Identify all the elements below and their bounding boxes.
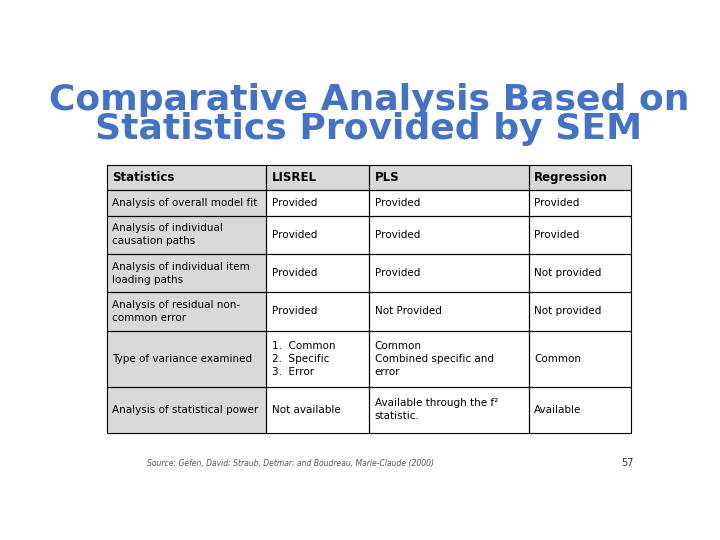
Bar [107,254,266,292]
Bar [528,254,631,292]
Bar [266,292,369,330]
Text: Common
Combined specific and
error: Common Combined specific and error [374,341,494,376]
Bar [266,165,369,190]
Text: Analysis of residual non-
common error: Analysis of residual non- common error [112,300,240,323]
Text: Provided: Provided [272,230,318,240]
Bar [528,215,631,254]
Text: Statistics: Statistics [112,171,175,184]
Bar [266,165,369,190]
Bar [107,387,266,433]
Bar [107,292,266,330]
Text: Regression: Regression [534,171,608,184]
Text: Analysis of statistical power: Analysis of statistical power [112,405,258,415]
Bar [107,165,266,190]
Text: Type of variance examined: Type of variance examined [112,354,253,364]
Text: Provided: Provided [534,198,580,208]
Text: Provided: Provided [374,268,420,278]
Text: Provided: Provided [374,230,420,240]
Bar [107,292,266,330]
Bar [369,254,528,292]
Text: Available through the f²
statistic.: Available through the f² statistic. [374,399,498,421]
Bar [266,330,369,387]
Bar [107,330,266,387]
Bar [107,254,266,292]
Text: 57: 57 [621,458,634,468]
Text: Provided: Provided [272,198,318,208]
Bar [107,215,266,254]
Bar [528,387,631,433]
Bar [107,190,266,215]
Text: Analysis of individual item
loading paths: Analysis of individual item loading path… [112,262,250,285]
Bar [266,387,369,433]
Bar [369,165,528,190]
Bar [369,387,528,433]
Bar [369,292,528,330]
Text: Comparative Analysis Based on: Comparative Analysis Based on [49,83,689,117]
Bar [266,190,369,215]
Bar [266,254,369,292]
Bar [369,165,528,190]
Bar [528,292,631,330]
Bar [107,330,266,387]
Bar [266,215,369,254]
Bar [528,330,631,387]
Text: Not Provided: Not Provided [374,307,441,316]
Bar [369,215,528,254]
Text: Provided: Provided [374,198,420,208]
Text: Statistics Provided by SEM: Statistics Provided by SEM [96,112,642,146]
Bar [107,215,266,254]
Bar [528,165,631,190]
Text: Provided: Provided [534,230,580,240]
Text: Analysis of overall model fit: Analysis of overall model fit [112,198,258,208]
Bar [107,165,266,190]
Text: Not provided: Not provided [534,268,602,278]
Bar [528,165,631,190]
Text: Common: Common [534,354,581,364]
Text: PLS: PLS [374,171,399,184]
Bar [107,190,266,215]
Text: Available: Available [534,405,582,415]
Text: Source: Gefen, David; Straub, Detmar; and Boudreau, Marie-Claude (2000): Source: Gefen, David; Straub, Detmar; an… [148,458,434,468]
Bar [369,190,528,215]
Text: Provided: Provided [272,268,318,278]
Text: LISREL: LISREL [272,171,317,184]
Text: Provided: Provided [272,307,318,316]
Bar [369,330,528,387]
Text: Analysis of individual
causation paths: Analysis of individual causation paths [112,224,223,246]
Text: 1.  Common
2.  Specific
3.  Error: 1. Common 2. Specific 3. Error [272,341,336,376]
Text: Not available: Not available [272,405,341,415]
Bar [528,190,631,215]
Text: Not provided: Not provided [534,307,602,316]
Bar [107,387,266,433]
